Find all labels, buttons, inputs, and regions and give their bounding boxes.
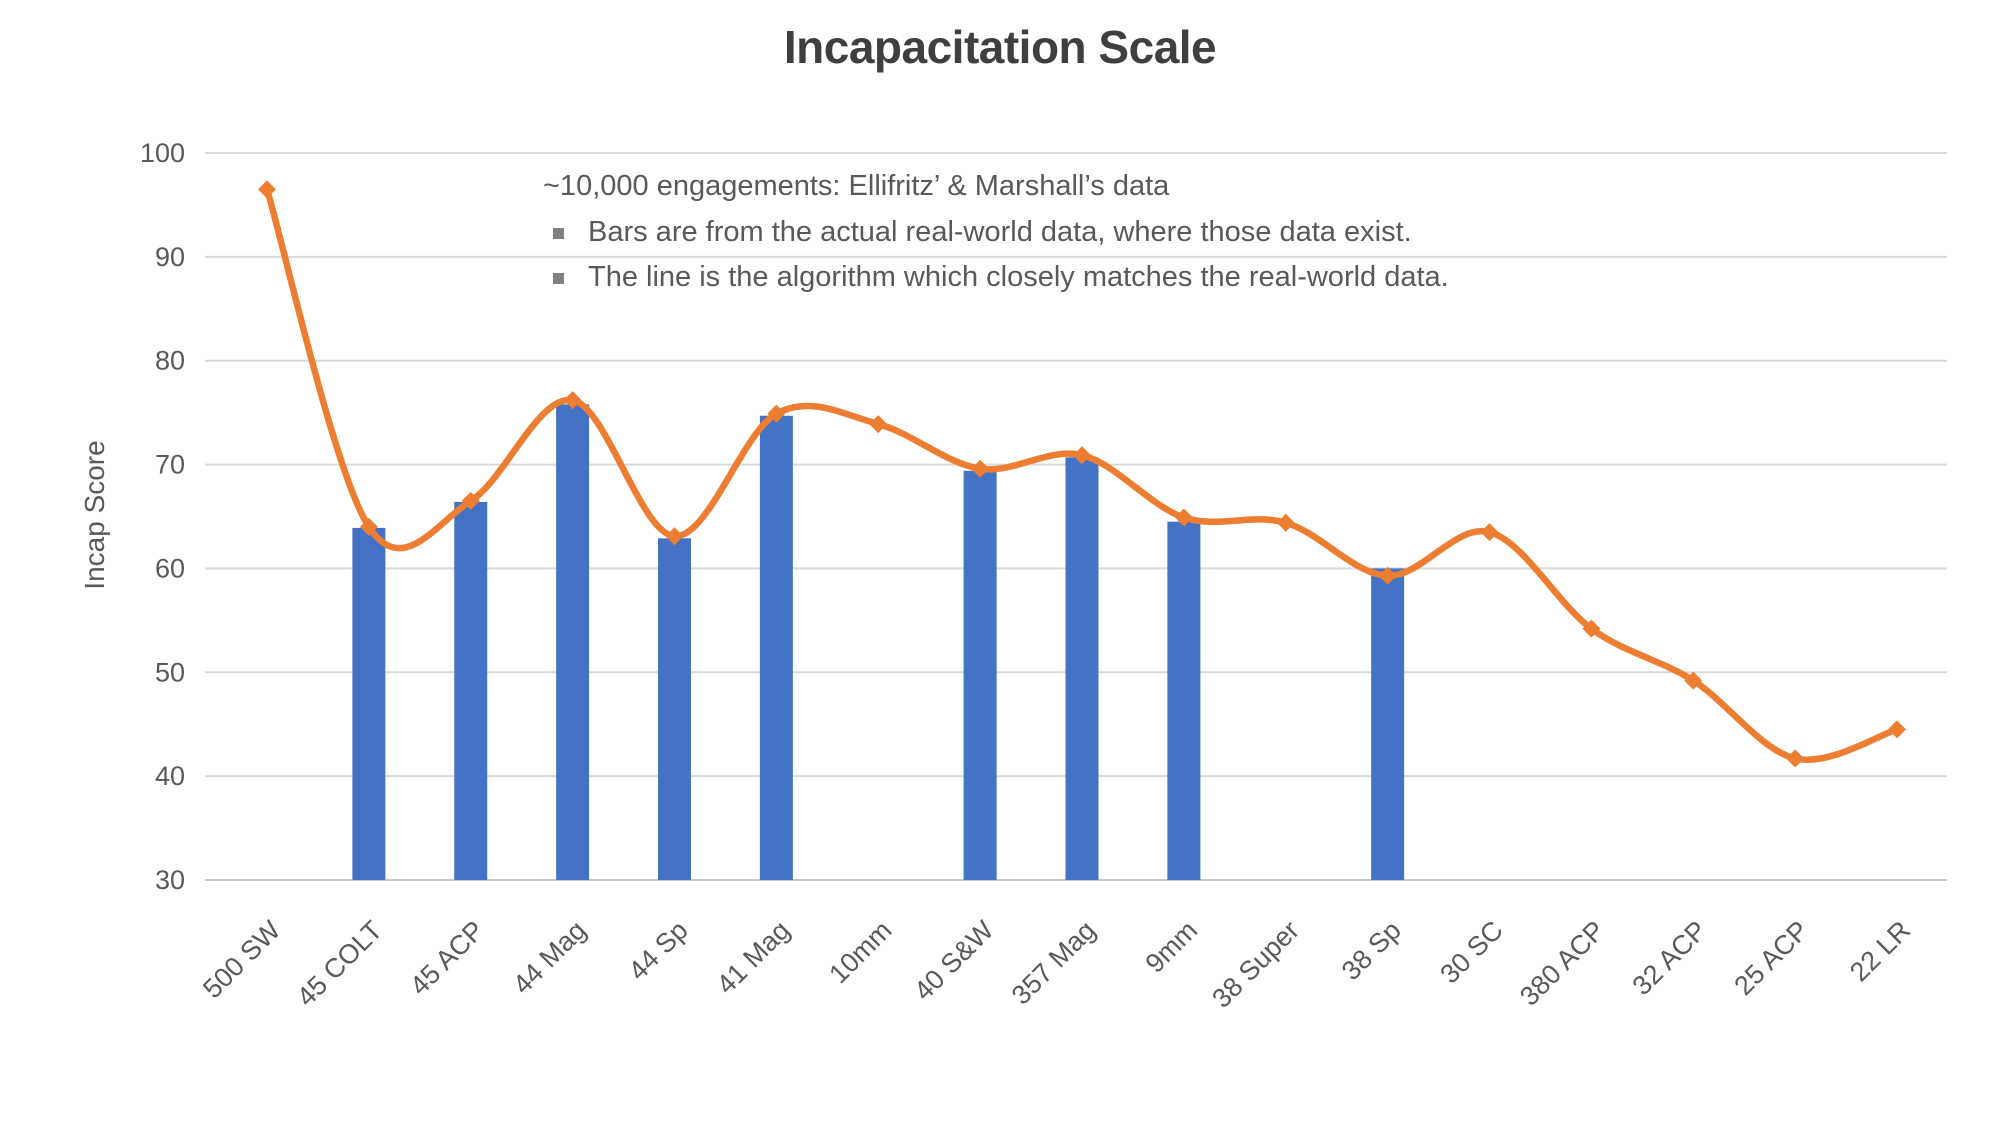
line-marker-9mm — [1174, 508, 1193, 527]
annotation-bullet-row: The line is the algorithm which closely … — [543, 261, 1449, 294]
bar-38-sp — [1371, 568, 1405, 880]
bar-9mm — [1167, 521, 1201, 880]
square-bullet-icon — [553, 273, 564, 284]
bar-45-acp — [454, 501, 488, 880]
bar-45-colt — [352, 527, 386, 880]
x-category-label-44-mag: 44 Mag — [507, 915, 592, 1000]
line-marker-380-acp — [1582, 619, 1601, 638]
annotation-heading: ~10,000 engagements: Ellifritz’ & Marsha… — [543, 170, 1170, 202]
bar-44-mag — [556, 404, 590, 880]
x-category-label-41-mag: 41 Mag — [711, 915, 796, 1000]
line-marker-44-mag — [563, 391, 582, 410]
x-category-label-30-sc: 30 SC — [1434, 915, 1508, 989]
line-marker-25-acp — [1786, 749, 1805, 768]
line-marker-357-mag — [1073, 446, 1091, 465]
x-category-label-38-sp: 38 Sp — [1336, 915, 1407, 986]
square-bullet-icon — [553, 228, 564, 239]
bar-357-mag — [1065, 457, 1099, 880]
annotation-bullet-text: The line is the algorithm which closely … — [588, 261, 1449, 293]
bar-44-sp — [658, 538, 691, 880]
line-marker-22-lr — [1888, 720, 1906, 739]
y-tick-label-90: 90 — [155, 242, 185, 272]
line-marker-38-sp — [1378, 566, 1397, 585]
annotation-bullet-row: Bars are from the actual real-world data… — [543, 216, 1449, 249]
x-category-label-9mm: 9mm — [1139, 915, 1203, 979]
line-marker-44-sp — [665, 527, 684, 546]
x-category-label-380-acp: 380 ACP — [1514, 915, 1611, 1012]
y-tick-label-50: 50 — [155, 657, 185, 687]
line-marker-45-colt — [359, 517, 378, 536]
y-axis-title: Incap Score — [79, 440, 110, 590]
x-category-label-32-acp: 32 ACP — [1627, 915, 1713, 1001]
y-tick-label-30: 30 — [155, 865, 185, 895]
chart-title: Incapacitation Scale — [783, 21, 1217, 73]
y-tick-label-60: 60 — [155, 553, 185, 583]
annotation-bullet-text: Bars are from the actual real-world data… — [588, 216, 1412, 248]
y-tick-label-100: 100 — [140, 138, 185, 168]
x-category-label-40-s-w: 40 S&W — [908, 915, 1000, 1007]
bar-41-mag — [759, 415, 793, 880]
line-marker-500-sw — [258, 180, 276, 199]
y-tick-label-40: 40 — [155, 761, 185, 791]
line-marker-41-mag — [767, 404, 786, 423]
y-tick-label-80: 80 — [155, 346, 185, 376]
line-marker-40-s-w — [971, 459, 990, 478]
x-category-label-357-mag: 357 Mag — [1006, 915, 1102, 1011]
bar-40-s-w — [963, 470, 997, 880]
x-category-label-38-super: 38 Super — [1206, 915, 1305, 1014]
annotation-block: ~10,000 engagements: Ellifritz’ & Marsha… — [543, 170, 1449, 306]
x-category-label-25-acp: 25 ACP — [1728, 915, 1814, 1001]
line-marker-30-sc — [1480, 523, 1499, 542]
line-marker-10mm — [869, 415, 888, 434]
line-marker-32-acp — [1684, 671, 1703, 690]
line-marker-45-acp — [461, 491, 480, 510]
y-tick-label-70: 70 — [155, 450, 185, 480]
x-category-label-45-colt: 45 COLT — [291, 915, 388, 1012]
x-category-label-22-lr: 22 LR — [1844, 915, 1916, 987]
x-category-label-10mm: 10mm — [823, 915, 897, 989]
x-category-label-44-sp: 44 Sp — [623, 915, 694, 986]
x-category-label-45-acp: 45 ACP — [404, 915, 490, 1001]
line-marker-38-super — [1276, 513, 1295, 532]
x-category-label-500-sw: 500 SW — [197, 915, 286, 1004]
